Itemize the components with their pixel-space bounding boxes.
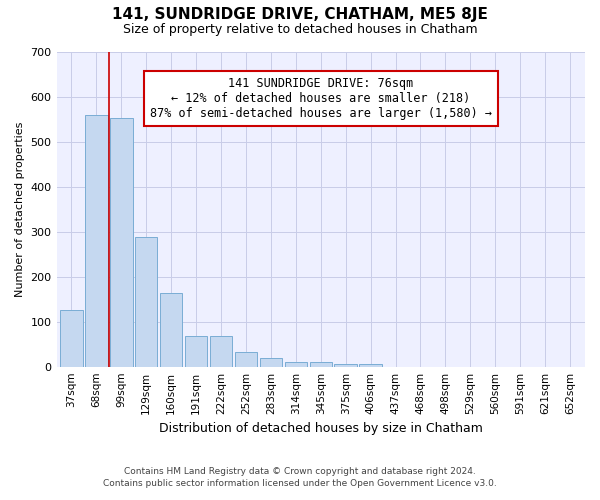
Bar <box>210 336 232 366</box>
Bar <box>284 362 307 366</box>
Text: Size of property relative to detached houses in Chatham: Size of property relative to detached ho… <box>122 22 478 36</box>
Bar <box>160 294 182 366</box>
Bar <box>60 310 83 366</box>
Bar <box>135 237 157 366</box>
Y-axis label: Number of detached properties: Number of detached properties <box>15 122 25 297</box>
Bar <box>260 358 282 366</box>
Text: Contains HM Land Registry data © Crown copyright and database right 2024.: Contains HM Land Registry data © Crown c… <box>124 468 476 476</box>
Bar <box>85 116 107 366</box>
Text: 141, SUNDRIDGE DRIVE, CHATHAM, ME5 8JE: 141, SUNDRIDGE DRIVE, CHATHAM, ME5 8JE <box>112 8 488 22</box>
Text: 141 SUNDRIDGE DRIVE: 76sqm
← 12% of detached houses are smaller (218)
87% of sem: 141 SUNDRIDGE DRIVE: 76sqm ← 12% of deta… <box>150 76 492 120</box>
Bar <box>359 364 382 366</box>
Text: Contains public sector information licensed under the Open Government Licence v3: Contains public sector information licen… <box>103 479 497 488</box>
Bar <box>334 364 357 366</box>
Bar <box>110 118 133 366</box>
X-axis label: Distribution of detached houses by size in Chatham: Distribution of detached houses by size … <box>159 422 483 435</box>
Bar <box>310 362 332 366</box>
Bar <box>235 352 257 366</box>
Bar <box>185 336 208 366</box>
